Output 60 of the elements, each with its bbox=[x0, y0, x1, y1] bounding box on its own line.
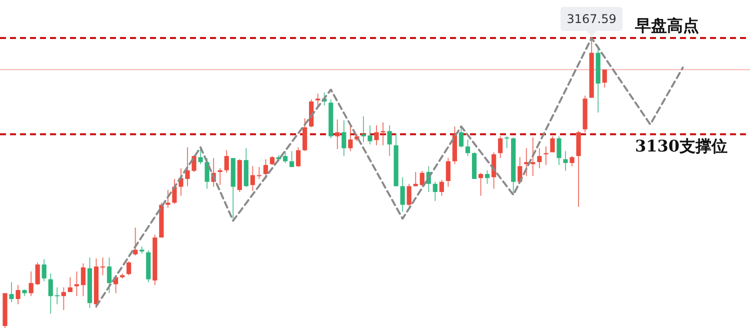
candlestick bbox=[420, 170, 424, 187]
candlestick bbox=[224, 150, 229, 174]
candlestick bbox=[172, 178, 177, 204]
candlestick bbox=[256, 166, 262, 180]
candlestick bbox=[576, 130, 581, 208]
candlestick bbox=[166, 189, 170, 208]
candlestick bbox=[68, 276, 72, 293]
candlestick bbox=[9, 282, 14, 303]
candlestick bbox=[282, 150, 288, 164]
candlestick bbox=[556, 136, 562, 166]
candlestick bbox=[570, 156, 574, 167]
candlestick bbox=[387, 124, 392, 157]
candlestick bbox=[530, 136, 536, 177]
candlestick bbox=[406, 183, 412, 206]
candlestick bbox=[204, 158, 210, 190]
candlestick bbox=[126, 260, 132, 276]
candlestick bbox=[335, 118, 340, 150]
candlestick bbox=[28, 270, 34, 297]
candlestick bbox=[133, 227, 138, 256]
candlestick bbox=[250, 166, 255, 192]
candlestick bbox=[218, 168, 222, 186]
candlestick bbox=[106, 257, 112, 294]
candlestick bbox=[498, 136, 503, 159]
candlestick bbox=[80, 262, 86, 297]
candlestick bbox=[342, 120, 346, 157]
candlestick bbox=[465, 139, 470, 157]
candlestick bbox=[537, 148, 542, 169]
candlestick bbox=[446, 158, 450, 188]
candlestick bbox=[563, 150, 568, 172]
candlestick bbox=[458, 126, 464, 148]
candlestick bbox=[380, 122, 386, 146]
candlestick bbox=[61, 286, 66, 311]
candlestick bbox=[198, 146, 203, 165]
candlestick bbox=[550, 136, 555, 153]
candlestick bbox=[544, 146, 548, 166]
candlestick bbox=[400, 176, 405, 212]
candlestick bbox=[289, 150, 294, 168]
candlestick bbox=[348, 124, 353, 152]
candlestick bbox=[296, 146, 301, 168]
candlestick bbox=[432, 181, 438, 202]
candlestick bbox=[74, 270, 79, 297]
candlestick bbox=[302, 118, 308, 152]
candlestick bbox=[48, 272, 53, 314]
candlestick bbox=[504, 136, 510, 149]
candlestick bbox=[16, 284, 20, 305]
candlestick bbox=[263, 158, 268, 180]
candlestick bbox=[100, 257, 106, 276]
annotation: 3167.59 bbox=[566, 12, 616, 26]
candlestick bbox=[485, 170, 490, 184]
candlestick bbox=[374, 124, 379, 146]
candlestick bbox=[439, 179, 444, 196]
candlestick bbox=[316, 93, 320, 108]
ref-line-label: 早盘高点 bbox=[634, 16, 699, 35]
candlestick bbox=[54, 286, 60, 305]
candlestick bbox=[478, 172, 484, 196]
candlestick bbox=[42, 258, 46, 282]
ref-line-label: 3130支撑位 bbox=[635, 136, 728, 156]
candlestick bbox=[35, 262, 40, 286]
candlestick bbox=[602, 69, 607, 88]
candlestick bbox=[524, 148, 529, 177]
